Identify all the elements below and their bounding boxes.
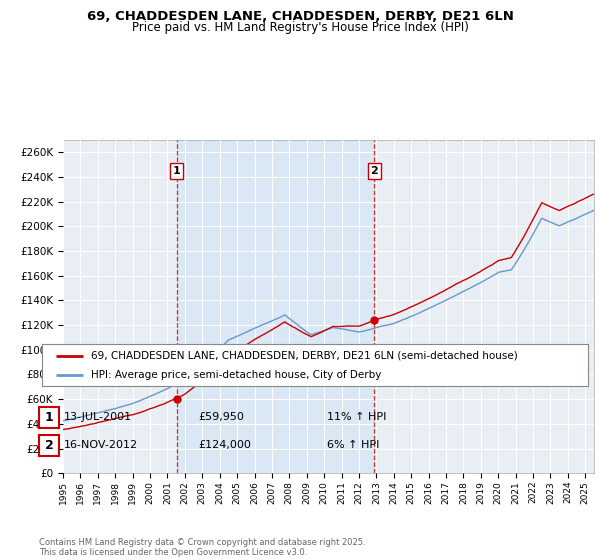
Text: 16-NOV-2012: 16-NOV-2012 — [64, 440, 139, 450]
Text: 69, CHADDESDEN LANE, CHADDESDEN, DERBY, DE21 6LN (semi-detached house): 69, CHADDESDEN LANE, CHADDESDEN, DERBY, … — [91, 351, 518, 361]
Text: 6% ↑ HPI: 6% ↑ HPI — [327, 440, 379, 450]
Text: Contains HM Land Registry data © Crown copyright and database right 2025.
This d: Contains HM Land Registry data © Crown c… — [39, 538, 365, 557]
Text: £59,950: £59,950 — [198, 412, 244, 422]
Text: £124,000: £124,000 — [198, 440, 251, 450]
Bar — [176, 140, 374, 473]
Text: 1: 1 — [173, 166, 181, 176]
Text: 2: 2 — [370, 166, 378, 176]
Text: 69, CHADDESDEN LANE, CHADDESDEN, DERBY, DE21 6LN: 69, CHADDESDEN LANE, CHADDESDEN, DERBY, … — [86, 10, 514, 22]
Text: Price paid vs. HM Land Registry's House Price Index (HPI): Price paid vs. HM Land Registry's House … — [131, 21, 469, 34]
Text: 1: 1 — [44, 410, 53, 424]
Text: 13-JUL-2001: 13-JUL-2001 — [64, 412, 133, 422]
Text: 11% ↑ HPI: 11% ↑ HPI — [327, 412, 386, 422]
Text: HPI: Average price, semi-detached house, City of Derby: HPI: Average price, semi-detached house,… — [91, 370, 382, 380]
Text: 2: 2 — [44, 438, 53, 452]
